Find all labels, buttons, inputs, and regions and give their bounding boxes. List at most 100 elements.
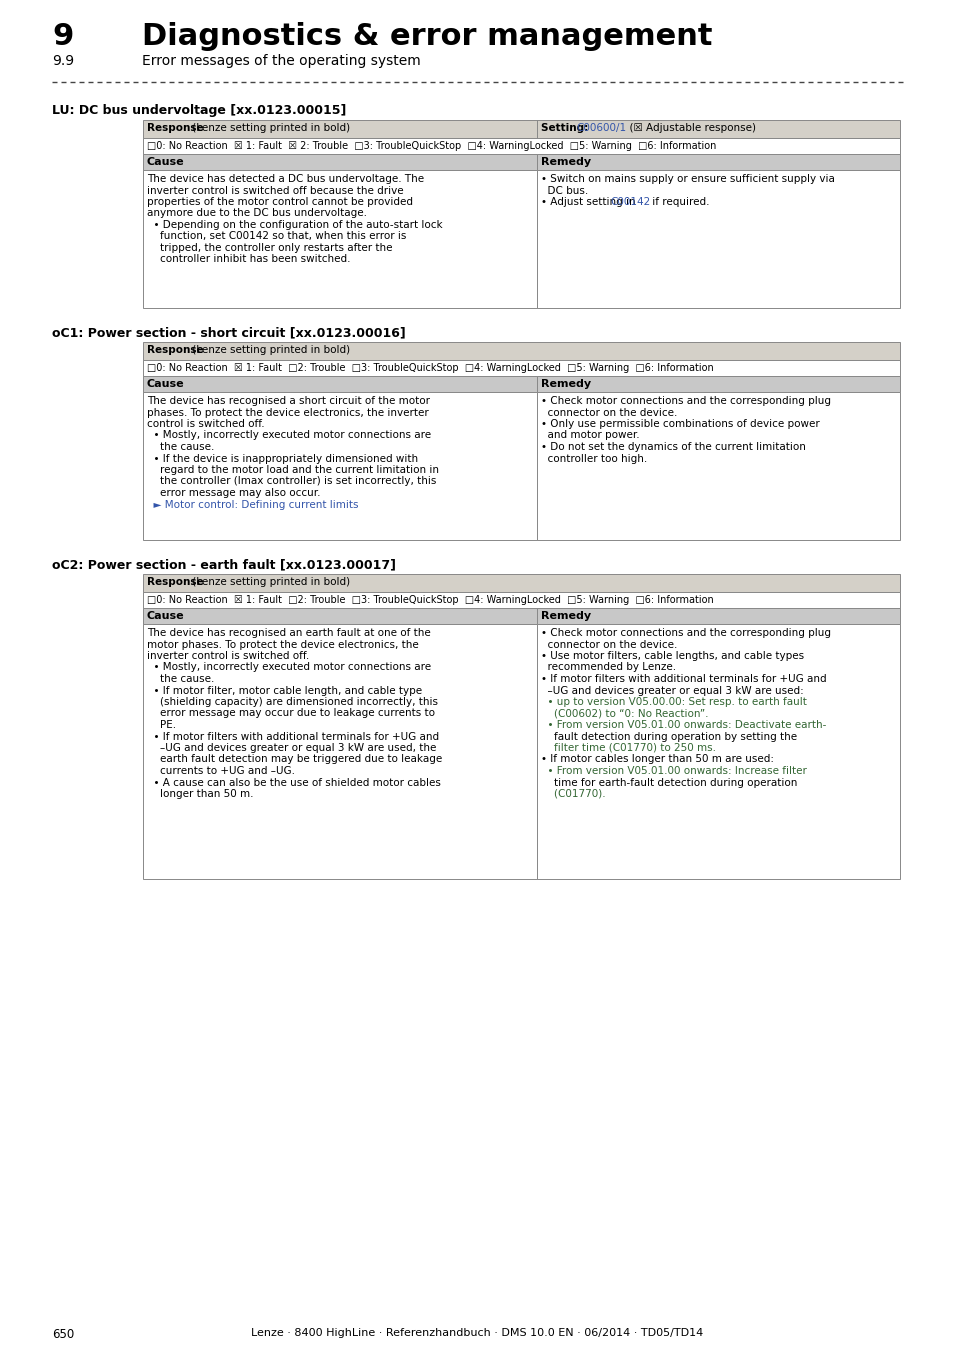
Bar [537,608,899,624]
Text: Setting:: Setting: [540,123,591,134]
Text: • Use motor filters, cable lengths, and cable types: • Use motor filters, cable lengths, and … [540,651,803,661]
Text: The device has recognised a short circuit of the motor: The device has recognised a short circui… [147,396,430,406]
Text: if required.: if required. [648,197,708,207]
Text: connector on the device.: connector on the device. [540,640,677,649]
Text: inverter control is switched off.: inverter control is switched off. [147,651,309,661]
Bar [143,624,537,879]
Text: (shielding capacity) are dimensioned incorrectly, this: (shielding capacity) are dimensioned inc… [147,697,437,707]
Text: • Only use permissible combinations of device power: • Only use permissible combinations of d… [540,418,819,429]
Text: Cause: Cause [147,379,185,389]
Text: anymore due to the DC bus undervoltage.: anymore due to the DC bus undervoltage. [147,208,367,219]
Bar [143,154,537,170]
Text: • Do not set the dynamics of the current limitation: • Do not set the dynamics of the current… [540,441,804,452]
Bar [537,170,899,308]
Text: • Depending on the configuration of the auto-start lock: • Depending on the configuration of the … [147,220,442,230]
Text: • Adjust setting in: • Adjust setting in [540,197,638,207]
Text: properties of the motor control cannot be provided: properties of the motor control cannot b… [147,197,413,207]
Text: (Lenze setting printed in bold): (Lenze setting printed in bold) [189,576,350,587]
Text: • If motor filter, motor cable length, and cable type: • If motor filter, motor cable length, a… [147,686,421,695]
Text: LU: DC bus undervoltage [xx.0123.00015]: LU: DC bus undervoltage [xx.0123.00015] [52,104,346,117]
Bar [143,574,899,593]
Text: Remedy: Remedy [540,157,590,167]
Text: Remedy: Remedy [540,612,590,621]
Text: □0: No Reaction  ☒ 1: Fault  □2: Trouble  □3: TroubleQuickStop  □4: WarningLocke: □0: No Reaction ☒ 1: Fault □2: Trouble □… [147,595,713,605]
Bar [143,593,899,608]
Text: inverter control is switched off because the drive: inverter control is switched off because… [147,185,403,196]
Text: • If motor filters with additional terminals for +UG and: • If motor filters with additional termi… [147,732,438,741]
Bar [143,360,899,377]
Text: controller too high.: controller too high. [540,454,646,463]
Bar [537,624,899,879]
Text: –UG and devices greater or equal 3 kW are used:: –UG and devices greater or equal 3 kW ar… [540,686,802,695]
Text: • If the device is inappropriately dimensioned with: • If the device is inappropriately dimen… [147,454,417,463]
Text: Diagnostics & error management: Diagnostics & error management [142,22,712,51]
Text: • From version V05.01.00 onwards: Increase filter: • From version V05.01.00 onwards: Increa… [540,765,805,776]
Bar [537,377,899,392]
Text: Error messages of the operating system: Error messages of the operating system [142,54,420,68]
Text: DC bus.: DC bus. [540,185,587,196]
Text: Response: Response [147,123,203,134]
Text: ► Motor control: Defining current limits: ► Motor control: Defining current limits [147,500,358,509]
Text: • Mostly, incorrectly executed motor connections are: • Mostly, incorrectly executed motor con… [147,663,431,672]
Text: fault detection during operation by setting the: fault detection during operation by sett… [540,732,796,741]
Bar [143,377,537,392]
Text: • Mostly, incorrectly executed motor connections are: • Mostly, incorrectly executed motor con… [147,431,431,440]
Text: the cause.: the cause. [147,441,214,452]
Text: Remedy: Remedy [540,379,590,389]
Text: oC2: Power section - earth fault [xx.0123.00017]: oC2: Power section - earth fault [xx.012… [52,558,395,571]
Text: C00600/1: C00600/1 [576,123,626,134]
Text: Response: Response [147,576,203,587]
Text: The device has detected a DC bus undervoltage. The: The device has detected a DC bus undervo… [147,174,424,184]
Text: Cause: Cause [147,157,185,167]
Bar [143,342,899,360]
Text: control is switched off.: control is switched off. [147,418,264,429]
Text: recommended by Lenze.: recommended by Lenze. [540,663,675,672]
Text: filter time (C01770) to 250 ms.: filter time (C01770) to 250 ms. [540,743,715,753]
Bar [143,170,537,308]
Text: (☒ Adjustable response): (☒ Adjustable response) [622,123,755,134]
Text: • Switch on mains supply or ensure sufficient supply via: • Switch on mains supply or ensure suffi… [540,174,834,184]
Text: tripped, the controller only restarts after the: tripped, the controller only restarts af… [147,243,392,252]
Text: PE.: PE. [147,720,176,730]
Text: (C01770).: (C01770). [540,788,604,799]
Bar [143,120,899,138]
Text: • up to version V05.00.00: Set resp. to earth fault: • up to version V05.00.00: Set resp. to … [540,697,805,707]
Text: 9.9: 9.9 [52,54,74,68]
Text: (Lenze setting printed in bold): (Lenze setting printed in bold) [189,123,350,134]
Text: error message may occur due to leakage currents to: error message may occur due to leakage c… [147,709,435,718]
Text: earth fault detection may be triggered due to leakage: earth fault detection may be triggered d… [147,755,442,764]
Text: • Check motor connections and the corresponding plug: • Check motor connections and the corres… [540,396,830,406]
Bar [143,392,537,540]
Text: connector on the device.: connector on the device. [540,408,677,417]
Text: • Check motor connections and the corresponding plug: • Check motor connections and the corres… [540,628,830,639]
Text: Response: Response [147,346,203,355]
Text: □0: No Reaction  ☒ 1: Fault  □2: Trouble  □3: TroubleQuickStop  □4: WarningLocke: □0: No Reaction ☒ 1: Fault □2: Trouble □… [147,363,713,373]
Text: phases. To protect the device electronics, the inverter: phases. To protect the device electronic… [147,408,428,417]
Text: –UG and devices greater or equal 3 kW are used, the: –UG and devices greater or equal 3 kW ar… [147,743,436,753]
Bar [537,154,899,170]
Bar [143,138,899,154]
Text: the cause.: the cause. [147,674,214,684]
Text: (Lenze setting printed in bold): (Lenze setting printed in bold) [189,346,350,355]
Bar [537,392,899,540]
Text: • A cause can also be the use of shielded motor cables: • A cause can also be the use of shielde… [147,778,440,787]
Text: • From version V05.01.00 onwards: Deactivate earth-: • From version V05.01.00 onwards: Deacti… [540,720,825,730]
Text: Lenze · 8400 HighLine · Referenzhandbuch · DMS 10.0 EN · 06/2014 · TD05/TD14: Lenze · 8400 HighLine · Referenzhandbuch… [251,1328,702,1338]
Text: • If motor filters with additional terminals for +UG and: • If motor filters with additional termi… [540,674,825,684]
Text: motor phases. To protect the device electronics, the: motor phases. To protect the device elec… [147,640,418,649]
Text: 9: 9 [52,22,73,51]
Text: (C00602) to “0: No Reaction”.: (C00602) to “0: No Reaction”. [540,709,707,718]
Text: 650: 650 [52,1328,74,1341]
Text: currents to +UG and –UG.: currents to +UG and –UG. [147,765,294,776]
Text: and motor power.: and motor power. [540,431,639,440]
Text: longer than 50 m.: longer than 50 m. [147,788,253,799]
Text: the controller (Imax controller) is set incorrectly, this: the controller (Imax controller) is set … [147,477,436,486]
Text: Cause: Cause [147,612,185,621]
Bar [143,608,537,624]
Text: C00142: C00142 [610,197,650,207]
Text: regard to the motor load and the current limitation in: regard to the motor load and the current… [147,464,438,475]
Text: □0: No Reaction  ☒ 1: Fault  ☒ 2: Trouble  □3: TroubleQuickStop  □4: WarningLock: □0: No Reaction ☒ 1: Fault ☒ 2: Trouble … [147,140,716,151]
Text: controller inhibit has been switched.: controller inhibit has been switched. [147,255,350,265]
Text: oC1: Power section - short circuit [xx.0123.00016]: oC1: Power section - short circuit [xx.0… [52,325,405,339]
Text: function, set C00142 so that, when this error is: function, set C00142 so that, when this … [147,231,406,242]
